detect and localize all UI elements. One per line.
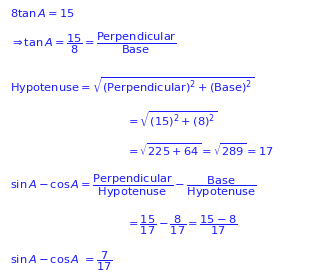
Text: $= \dfrac{15}{17} - \dfrac{8}{17} = \dfrac{15-8}{17}$: $= \dfrac{15}{17} - \dfrac{8}{17} = \dfr…: [126, 214, 237, 237]
Text: $\sin A - \cos A\ = \dfrac{7}{17}$: $\sin A - \cos A\ = \dfrac{7}{17}$: [10, 249, 113, 273]
Text: $\sin A - \cos A = \dfrac{\mathrm{Perpendicular}}{\mathrm{Hypotenuse}} - \dfrac{: $\sin A - \cos A = \dfrac{\mathrm{Perpen…: [10, 172, 257, 200]
Text: $= \sqrt{225 + 64} = \sqrt{289} = 17$: $= \sqrt{225 + 64} = \sqrt{289} = 17$: [126, 141, 273, 158]
Text: $8\tan A = 15$: $8\tan A = 15$: [10, 7, 75, 18]
Text: $\Rightarrow \tan A = \dfrac{15}{8} = \dfrac{\mathrm{Perpendicular}}{\mathrm{Bas: $\Rightarrow \tan A = \dfrac{15}{8} = \d…: [10, 31, 177, 56]
Text: $\mathrm{Hypotenuse} = \sqrt{(\mathrm{Perpendicular})^2 + (\mathrm{Base})^2}$: $\mathrm{Hypotenuse} = \sqrt{(\mathrm{Pe…: [10, 75, 255, 96]
Text: $= \sqrt{(15)^2 + (8)^2}$: $= \sqrt{(15)^2 + (8)^2}$: [126, 109, 217, 129]
